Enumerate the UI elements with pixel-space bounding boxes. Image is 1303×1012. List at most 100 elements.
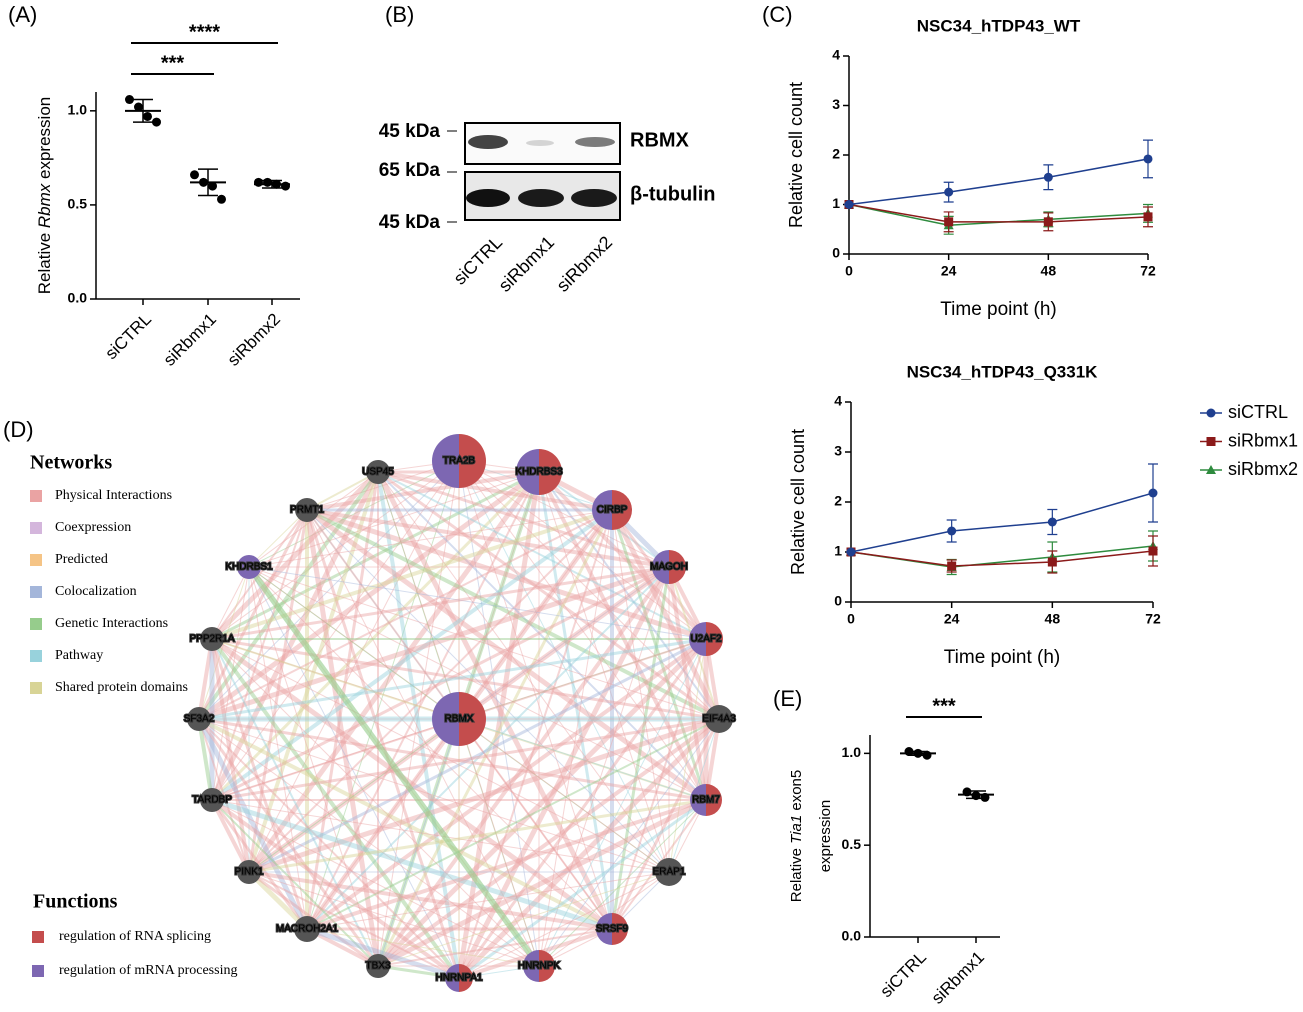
edge bbox=[537, 471, 708, 801]
y-tick-label: 3 bbox=[834, 443, 842, 459]
edge bbox=[377, 471, 707, 640]
lane-label: siRbmx2 bbox=[553, 232, 617, 296]
marker bbox=[947, 561, 957, 571]
edge bbox=[247, 471, 380, 873]
edge bbox=[247, 870, 309, 931]
significance-label: **** bbox=[189, 21, 220, 43]
edge bbox=[667, 566, 708, 801]
node-half bbox=[689, 622, 706, 656]
edge bbox=[458, 460, 707, 801]
edge bbox=[248, 566, 707, 640]
y-tick-label: 1 bbox=[832, 195, 840, 211]
panel-label: (D) bbox=[3, 417, 34, 442]
y-tick-label: 0.5 bbox=[842, 836, 862, 852]
panel-label: (C) bbox=[762, 2, 793, 27]
y-axis-label-part: expression bbox=[35, 97, 54, 184]
node bbox=[294, 916, 320, 942]
node bbox=[655, 858, 683, 886]
edge bbox=[210, 638, 251, 873]
error-bar bbox=[198, 168, 218, 197]
edge bbox=[198, 460, 460, 720]
marker bbox=[1043, 217, 1053, 227]
node-half bbox=[459, 434, 486, 488]
network-nodes: TRA2B KHDRBS3 USP45 PRMT1 CIRBP KHDRBS1 MAGOH P… bbox=[183, 434, 737, 992]
edge bbox=[611, 638, 707, 930]
node-label: MAGOH bbox=[650, 562, 688, 573]
error-bar bbox=[966, 790, 986, 800]
panel-label: (B) bbox=[385, 2, 414, 27]
legend-label: siRbmx1 bbox=[1228, 430, 1298, 450]
edge bbox=[210, 637, 461, 980]
y-tick-label: 4 bbox=[832, 47, 840, 63]
edge bbox=[457, 638, 708, 979]
edge bbox=[248, 460, 460, 568]
marker bbox=[947, 526, 957, 536]
node-label: MACROH2A1 bbox=[276, 924, 339, 935]
edge bbox=[306, 471, 379, 511]
node-label: HNRNPA1 bbox=[435, 973, 482, 984]
y-tick-label: 2 bbox=[834, 493, 842, 509]
edge bbox=[248, 509, 613, 873]
edge bbox=[376, 509, 614, 967]
edge bbox=[210, 470, 541, 802]
legend-label: Predicted bbox=[55, 552, 108, 567]
edge bbox=[211, 508, 613, 641]
edge bbox=[458, 460, 540, 967]
edge bbox=[210, 799, 309, 930]
edge bbox=[211, 638, 379, 967]
y-tick-label: 1 bbox=[834, 543, 842, 559]
data-point bbox=[263, 177, 272, 187]
node-half bbox=[249, 555, 261, 579]
x-tick-label: siRbmx2 bbox=[224, 310, 284, 370]
y-tick-label: 0.0 bbox=[68, 290, 88, 306]
edge bbox=[248, 460, 460, 873]
legend-swatch bbox=[30, 490, 42, 502]
node-label: U2AF2 bbox=[690, 634, 722, 645]
marker bbox=[1143, 212, 1153, 222]
band bbox=[575, 137, 615, 147]
data-point bbox=[208, 181, 217, 191]
node bbox=[200, 627, 224, 651]
marker-label: 45 kDa bbox=[379, 121, 441, 142]
x-tick-label: 48 bbox=[1045, 611, 1061, 627]
edge bbox=[248, 871, 460, 979]
edge bbox=[458, 460, 720, 720]
legend-label: regulation of mRNA processing bbox=[59, 963, 237, 978]
legend-label: Colocalization bbox=[55, 584, 137, 599]
legend-swatch bbox=[30, 682, 42, 694]
edge bbox=[248, 716, 720, 875]
node-label: CIRBP bbox=[597, 505, 628, 516]
edge bbox=[377, 871, 670, 967]
node-half bbox=[516, 449, 539, 495]
series-line bbox=[850, 492, 1154, 553]
edge bbox=[196, 717, 310, 931]
series-line bbox=[850, 550, 1154, 567]
x-tick-label: siRbmx1 bbox=[928, 948, 988, 1008]
y-axis-label-part: Relative bbox=[788, 844, 805, 902]
edge bbox=[211, 565, 670, 641]
node-half bbox=[539, 449, 562, 495]
marker bbox=[1206, 465, 1216, 474]
node-label: TARDBP bbox=[192, 795, 232, 806]
x-tick-label: 24 bbox=[941, 263, 957, 279]
legend-swatch bbox=[30, 522, 42, 534]
edge bbox=[211, 638, 460, 720]
edge bbox=[306, 470, 540, 512]
chart-title: NSC34_hTDP43_WT bbox=[917, 16, 1081, 35]
y-axis-label: expression bbox=[817, 800, 834, 873]
edge bbox=[211, 565, 670, 802]
edge bbox=[610, 566, 671, 930]
x-axis-label: Time point (h) bbox=[944, 647, 1061, 668]
legend-swatch bbox=[30, 618, 42, 630]
band bbox=[468, 135, 508, 149]
legend-label: Physical Interactions bbox=[55, 488, 172, 503]
legend-swatch bbox=[30, 650, 42, 662]
edge bbox=[458, 460, 707, 640]
edge bbox=[306, 926, 460, 981]
edge bbox=[456, 471, 542, 979]
edge bbox=[457, 717, 721, 980]
x-tick-label: 48 bbox=[1041, 263, 1057, 279]
edge bbox=[198, 717, 707, 802]
edge bbox=[211, 509, 308, 640]
edge bbox=[197, 509, 309, 720]
